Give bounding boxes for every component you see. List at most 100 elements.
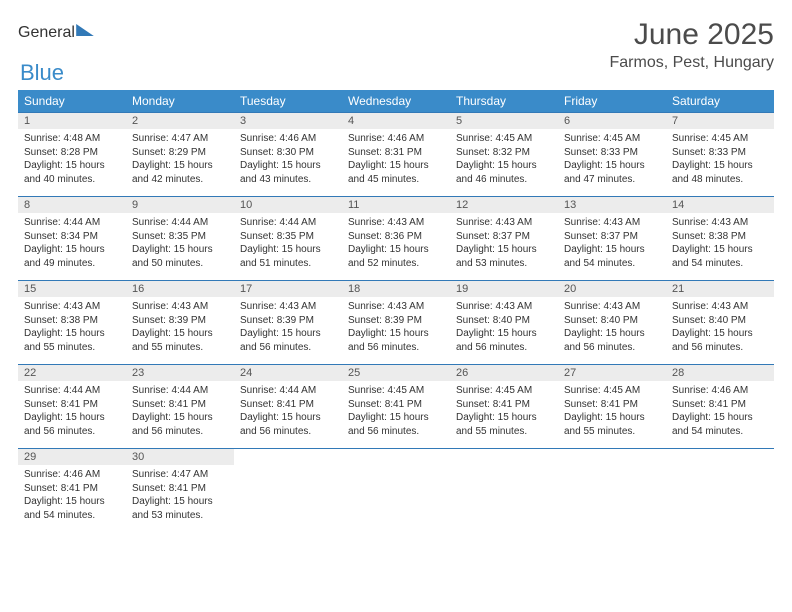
sunrise-line: Sunrise: 4:48 AM bbox=[24, 132, 120, 146]
day-data: Sunrise: 4:43 AMSunset: 8:40 PMDaylight:… bbox=[450, 297, 558, 358]
weekday-header: Wednesday bbox=[342, 90, 450, 113]
calendar-cell bbox=[234, 449, 342, 533]
day-number: 16 bbox=[126, 281, 234, 297]
daylight-line: Daylight: 15 hours and 56 minutes. bbox=[132, 411, 228, 438]
calendar-row: 29Sunrise: 4:46 AMSunset: 8:41 PMDayligh… bbox=[18, 449, 774, 533]
sunset-line: Sunset: 8:36 PM bbox=[348, 230, 444, 244]
day-number: 13 bbox=[558, 197, 666, 213]
day-number: 28 bbox=[666, 365, 774, 381]
daylight-line: Daylight: 15 hours and 55 minutes. bbox=[564, 411, 660, 438]
sunrise-line: Sunrise: 4:45 AM bbox=[456, 132, 552, 146]
sunrise-line: Sunrise: 4:43 AM bbox=[456, 216, 552, 230]
sunset-line: Sunset: 8:30 PM bbox=[240, 146, 336, 160]
calendar-cell: 4Sunrise: 4:46 AMSunset: 8:31 PMDaylight… bbox=[342, 113, 450, 197]
sunset-line: Sunset: 8:41 PM bbox=[672, 398, 768, 412]
day-data: Sunrise: 4:45 AMSunset: 8:41 PMDaylight:… bbox=[342, 381, 450, 442]
day-number: 18 bbox=[342, 281, 450, 297]
day-data: Sunrise: 4:46 AMSunset: 8:41 PMDaylight:… bbox=[666, 381, 774, 442]
calendar-cell: 13Sunrise: 4:43 AMSunset: 8:37 PMDayligh… bbox=[558, 197, 666, 281]
daylight-line: Daylight: 15 hours and 55 minutes. bbox=[132, 327, 228, 354]
daylight-line: Daylight: 15 hours and 56 minutes. bbox=[240, 327, 336, 354]
calendar-cell: 5Sunrise: 4:45 AMSunset: 8:32 PMDaylight… bbox=[450, 113, 558, 197]
sunrise-line: Sunrise: 4:44 AM bbox=[132, 216, 228, 230]
calendar-cell: 6Sunrise: 4:45 AMSunset: 8:33 PMDaylight… bbox=[558, 113, 666, 197]
day-number: 7 bbox=[666, 113, 774, 129]
sunrise-line: Sunrise: 4:46 AM bbox=[672, 384, 768, 398]
day-data: Sunrise: 4:43 AMSunset: 8:37 PMDaylight:… bbox=[450, 213, 558, 274]
daylight-line: Daylight: 15 hours and 56 minutes. bbox=[564, 327, 660, 354]
calendar-cell: 15Sunrise: 4:43 AMSunset: 8:38 PMDayligh… bbox=[18, 281, 126, 365]
sunrise-line: Sunrise: 4:43 AM bbox=[672, 216, 768, 230]
sunset-line: Sunset: 8:41 PM bbox=[132, 482, 228, 496]
sunset-line: Sunset: 8:41 PM bbox=[564, 398, 660, 412]
sunset-line: Sunset: 8:41 PM bbox=[24, 398, 120, 412]
calendar-cell bbox=[342, 449, 450, 533]
day-number: 20 bbox=[558, 281, 666, 297]
daylight-line: Daylight: 15 hours and 54 minutes. bbox=[672, 243, 768, 270]
daylight-line: Daylight: 15 hours and 55 minutes. bbox=[24, 327, 120, 354]
calendar-cell: 22Sunrise: 4:44 AMSunset: 8:41 PMDayligh… bbox=[18, 365, 126, 449]
sunrise-line: Sunrise: 4:46 AM bbox=[348, 132, 444, 146]
calendar-cell: 20Sunrise: 4:43 AMSunset: 8:40 PMDayligh… bbox=[558, 281, 666, 365]
sunset-line: Sunset: 8:28 PM bbox=[24, 146, 120, 160]
sunrise-line: Sunrise: 4:43 AM bbox=[132, 300, 228, 314]
day-data: Sunrise: 4:45 AMSunset: 8:41 PMDaylight:… bbox=[558, 381, 666, 442]
sunrise-line: Sunrise: 4:44 AM bbox=[240, 384, 336, 398]
day-number: 11 bbox=[342, 197, 450, 213]
calendar-cell: 26Sunrise: 4:45 AMSunset: 8:41 PMDayligh… bbox=[450, 365, 558, 449]
sunrise-line: Sunrise: 4:43 AM bbox=[348, 300, 444, 314]
day-number: 1 bbox=[18, 113, 126, 129]
weekday-header: Sunday bbox=[18, 90, 126, 113]
day-data: Sunrise: 4:45 AMSunset: 8:41 PMDaylight:… bbox=[450, 381, 558, 442]
day-data: Sunrise: 4:45 AMSunset: 8:33 PMDaylight:… bbox=[666, 129, 774, 190]
calendar-cell: 14Sunrise: 4:43 AMSunset: 8:38 PMDayligh… bbox=[666, 197, 774, 281]
calendar-cell bbox=[558, 449, 666, 533]
logo-word-2: Blue bbox=[20, 60, 64, 85]
daylight-line: Daylight: 15 hours and 54 minutes. bbox=[672, 411, 768, 438]
sunrise-line: Sunrise: 4:43 AM bbox=[348, 216, 444, 230]
daylight-line: Daylight: 15 hours and 50 minutes. bbox=[132, 243, 228, 270]
calendar-cell: 11 Sunrise: 4:43 AMSunset: 8:36 PMDayligh… bbox=[342, 197, 450, 281]
calendar-cell: 18Sunrise: 4:43 AMSunset: 8:39 PMDayligh… bbox=[342, 281, 450, 365]
calendar-cell: 12Sunrise: 4:43 AMSunset: 8:37 PMDayligh… bbox=[450, 197, 558, 281]
calendar-cell: 16Sunrise: 4:43 AMSunset: 8:39 PMDayligh… bbox=[126, 281, 234, 365]
daylight-line: Daylight: 15 hours and 53 minutes. bbox=[132, 495, 228, 522]
daylight-line: Daylight: 15 hours and 52 minutes. bbox=[348, 243, 444, 270]
sunrise-line: Sunrise: 4:44 AM bbox=[240, 216, 336, 230]
weekday-header: Thursday bbox=[450, 90, 558, 113]
sunrise-line: Sunrise: 4:45 AM bbox=[564, 132, 660, 146]
daylight-line: Daylight: 15 hours and 56 minutes. bbox=[672, 327, 768, 354]
calendar-cell: 23Sunrise: 4:44 AMSunset: 8:41 PMDayligh… bbox=[126, 365, 234, 449]
day-number: 17 bbox=[234, 281, 342, 297]
sunset-line: Sunset: 8:41 PM bbox=[456, 398, 552, 412]
day-data: Sunrise: 4:44 AMSunset: 8:35 PMDaylight:… bbox=[234, 213, 342, 274]
calendar-cell bbox=[450, 449, 558, 533]
day-data: Sunrise: 4:45 AMSunset: 8:32 PMDaylight:… bbox=[450, 129, 558, 190]
day-data: Sunrise: 4:43 AMSunset: 8:37 PMDaylight:… bbox=[558, 213, 666, 274]
day-data: Sunrise: 4:48 AMSunset: 8:28 PMDaylight:… bbox=[18, 129, 126, 190]
daylight-line: Daylight: 15 hours and 56 minutes. bbox=[348, 327, 444, 354]
calendar-row: 22Sunrise: 4:44 AMSunset: 8:41 PMDayligh… bbox=[18, 365, 774, 449]
sunset-line: Sunset: 8:41 PM bbox=[24, 482, 120, 496]
weekday-header: Friday bbox=[558, 90, 666, 113]
day-number: 6 bbox=[558, 113, 666, 129]
day-data: Sunrise: 4:43 AMSunset: 8:40 PMDaylight:… bbox=[558, 297, 666, 358]
day-data: Sunrise: 4:44 AMSunset: 8:35 PMDaylight:… bbox=[126, 213, 234, 274]
sunset-line: Sunset: 8:34 PM bbox=[24, 230, 120, 244]
day-data: Sunrise: 4:44 AMSunset: 8:41 PMDaylight:… bbox=[18, 381, 126, 442]
sunset-line: Sunset: 8:41 PM bbox=[132, 398, 228, 412]
day-number: 25 bbox=[342, 365, 450, 381]
daylight-line: Daylight: 15 hours and 48 minutes. bbox=[672, 159, 768, 186]
day-data: Sunrise: 4:43 AMSunset: 8:39 PMDaylight:… bbox=[342, 297, 450, 358]
calendar-row: 1Sunrise: 4:48 AMSunset: 8:28 PMDaylight… bbox=[18, 113, 774, 197]
weekday-header-row: Sunday Monday Tuesday Wednesday Thursday… bbox=[18, 90, 774, 113]
day-number: 22 bbox=[18, 365, 126, 381]
calendar-row: 8Sunrise: 4:44 AMSunset: 8:34 PMDaylight… bbox=[18, 197, 774, 281]
calendar-cell: 28Sunrise: 4:46 AMSunset: 8:41 PMDayligh… bbox=[666, 365, 774, 449]
day-data: Sunrise: 4:45 AMSunset: 8:33 PMDaylight:… bbox=[558, 129, 666, 190]
day-number: 27 bbox=[558, 365, 666, 381]
day-number: 30 bbox=[126, 449, 234, 465]
day-number: 15 bbox=[18, 281, 126, 297]
day-number: 2 bbox=[126, 113, 234, 129]
day-data: Sunrise: 4:44 AMSunset: 8:34 PMDaylight:… bbox=[18, 213, 126, 274]
